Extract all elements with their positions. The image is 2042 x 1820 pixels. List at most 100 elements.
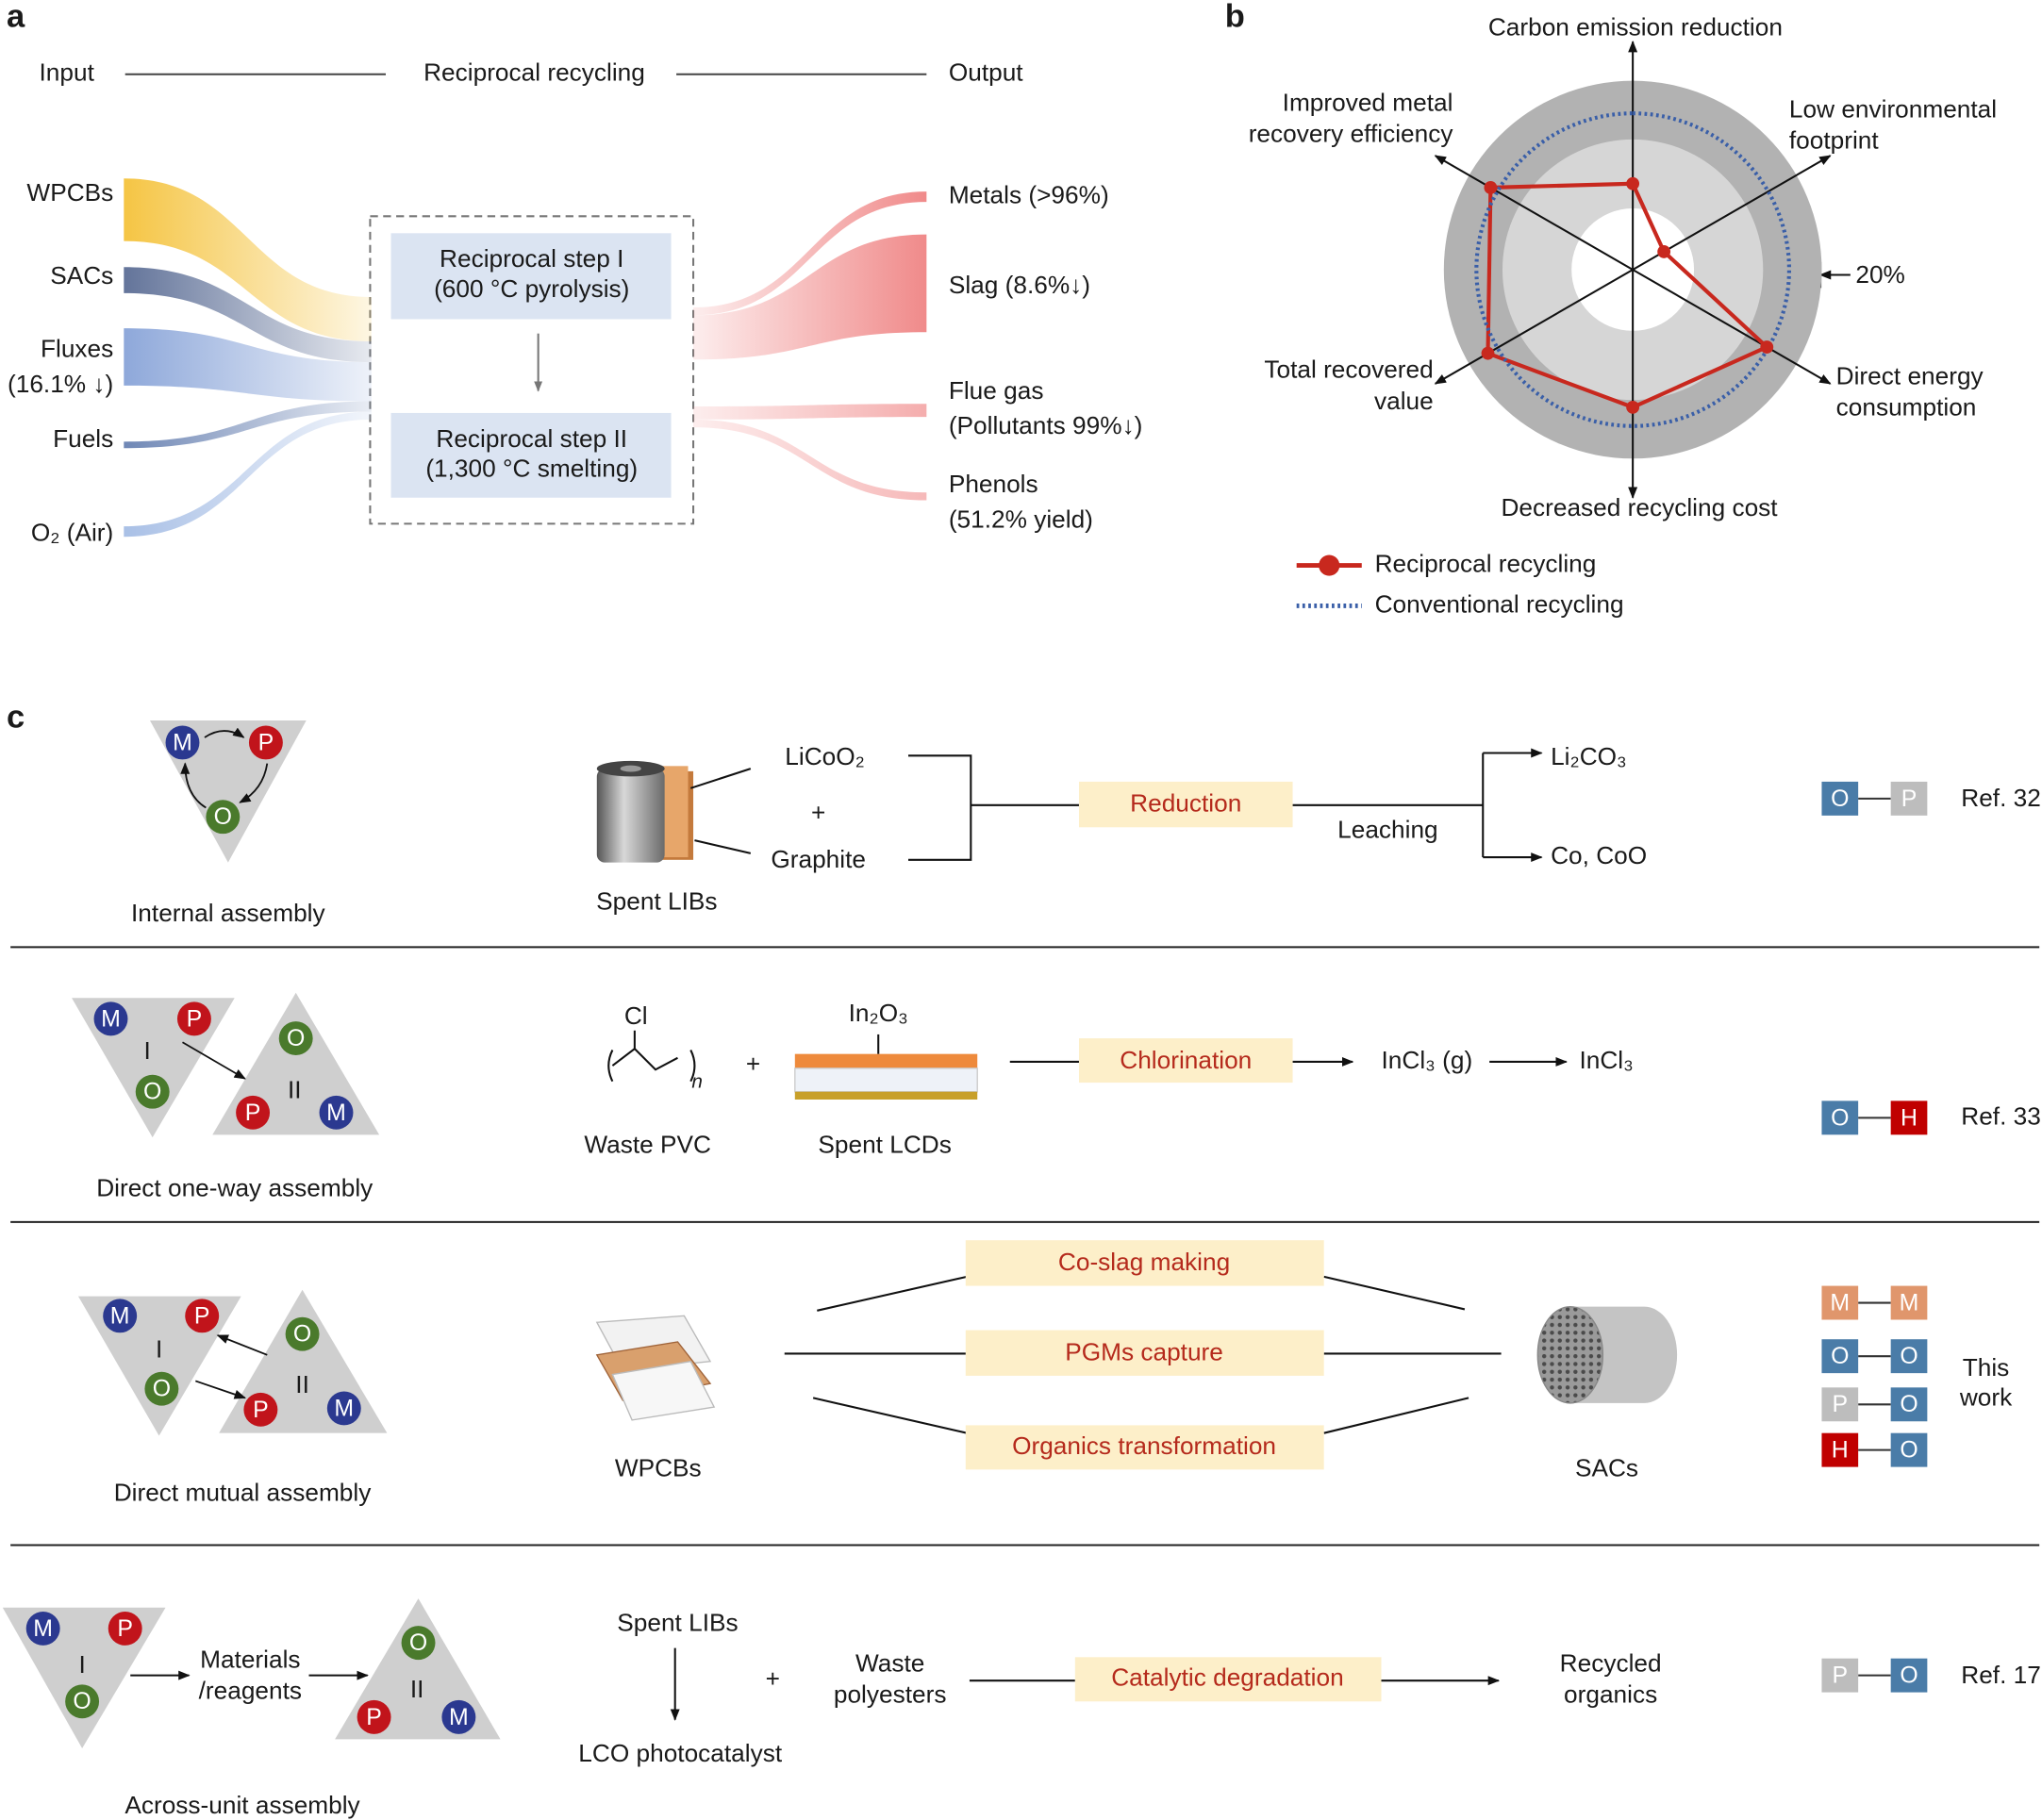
- unit-letter: M: [33, 1615, 53, 1642]
- unit-numeral: II: [295, 1370, 309, 1398]
- unit-circle: [135, 1074, 170, 1109]
- unit-letter: P: [258, 729, 274, 755]
- legend-label: Reciprocal recycling: [1375, 550, 1597, 578]
- unit-circle: [108, 1611, 142, 1646]
- point: [1626, 400, 1640, 414]
- badge: [1821, 1387, 1859, 1422]
- reference: This: [1963, 1353, 2010, 1382]
- axis-label: Improved metal: [1283, 88, 1453, 116]
- unit-circle: [326, 1391, 361, 1426]
- label: WPCBs: [615, 1453, 702, 1481]
- axis: [1632, 269, 1832, 385]
- unit-letter: P: [187, 1005, 203, 1032]
- assembly-arrow: [204, 727, 245, 738]
- badge-letter: H: [1901, 1104, 1917, 1131]
- badge: [1890, 1658, 1928, 1693]
- badge: [1890, 1432, 1928, 1467]
- badge: [1821, 1100, 1859, 1135]
- output-label: Flue gas: [949, 376, 1044, 405]
- label: Li₂CO₃: [1551, 742, 1627, 770]
- step-label: Reciprocal step I: [440, 244, 623, 273]
- flow: [124, 178, 372, 341]
- label: Waste: [855, 1649, 924, 1678]
- label: LiCoO₂: [785, 742, 865, 770]
- process-label: Chlorination: [1120, 1046, 1252, 1074]
- badge-letter: H: [1832, 1437, 1849, 1464]
- unit-numeral: II: [410, 1675, 424, 1703]
- unit-circle: [319, 1095, 354, 1130]
- unit-circle: [206, 800, 241, 835]
- label: InCl₃: [1579, 1046, 1633, 1074]
- unit-letter: P: [117, 1615, 133, 1642]
- badge: [1890, 1285, 1928, 1320]
- badge-letter: O: [1831, 786, 1849, 812]
- input-label: O₂ (Air): [31, 518, 113, 546]
- process-box: [965, 1425, 1324, 1470]
- label: organics: [1564, 1680, 1657, 1709]
- assembly-label: Direct one-way assembly: [96, 1173, 374, 1201]
- flow: [693, 404, 927, 420]
- unit-letter: M: [173, 729, 192, 755]
- unit-numeral: II: [288, 1076, 302, 1104]
- unit-letter: O: [287, 1025, 305, 1051]
- unit-letter: O: [409, 1630, 427, 1656]
- process-box: [1078, 1038, 1293, 1084]
- label: /reagents: [199, 1677, 302, 1705]
- badge-letter: P: [1832, 1391, 1848, 1417]
- unit-circle: [185, 1299, 220, 1333]
- unit-circle: [144, 1371, 179, 1406]
- axis: [1434, 155, 1634, 271]
- sac-icon: [1536, 1305, 1678, 1404]
- connectors: [784, 1275, 1502, 1434]
- label: InCl₃ (g): [1381, 1046, 1472, 1074]
- unit-letter: M: [326, 1100, 346, 1126]
- step-label: (600 °C pyrolysis): [434, 274, 629, 303]
- badge-letter: O: [1900, 1343, 1917, 1369]
- assembly-label: Direct mutual assembly: [114, 1479, 373, 1507]
- panel-label: c: [7, 700, 25, 736]
- point: [1484, 181, 1498, 194]
- flow: [124, 401, 372, 449]
- assembly-arrow: [239, 763, 269, 803]
- unit-letter: P: [253, 1397, 269, 1423]
- unit-numeral: I: [144, 1036, 151, 1065]
- label: Spent LIBs: [617, 1609, 738, 1637]
- unit-numeral: I: [156, 1335, 162, 1364]
- axis: [1434, 269, 1634, 385]
- unit-letter: P: [194, 1302, 210, 1329]
- unit-letter: M: [334, 1395, 354, 1421]
- input-label: Fluxes: [41, 335, 113, 363]
- step-label: (1,300 °C smelting): [425, 455, 638, 483]
- assembly-arrow: [180, 762, 207, 809]
- label: polyesters: [834, 1680, 947, 1709]
- row-separators: [10, 946, 2040, 1547]
- flow: [124, 328, 372, 402]
- step-label: Reciprocal step II: [436, 424, 627, 453]
- panel-label: b: [1225, 0, 1245, 34]
- process-label: Organics transformation: [1012, 1431, 1276, 1460]
- wpcb-icon: [595, 1315, 716, 1421]
- process-box: [1074, 1657, 1382, 1702]
- unit-letter: O: [153, 1376, 171, 1402]
- connectors: [689, 748, 1543, 863]
- legend-label: Conventional recycling: [1375, 589, 1624, 618]
- reference: Ref. 17: [1961, 1661, 2041, 1689]
- badge: [1821, 1432, 1859, 1467]
- output-label: Phenols: [949, 470, 1038, 498]
- badge: [1890, 1387, 1928, 1422]
- unit-circle: [401, 1626, 436, 1661]
- unit-circle: [441, 1699, 476, 1734]
- flow: [124, 411, 372, 538]
- flow: [124, 267, 372, 363]
- axis-label: value: [1374, 387, 1434, 415]
- header: Reciprocal recycling: [423, 58, 645, 87]
- label: Materials: [200, 1645, 300, 1673]
- unit-letter: P: [245, 1100, 261, 1126]
- flow: [693, 191, 927, 316]
- pvc-structure: [607, 1030, 696, 1083]
- badge-letter: O: [1900, 1663, 1917, 1689]
- unit-letter: O: [214, 803, 232, 830]
- process-box: [965, 1240, 1324, 1286]
- label: SACs: [1575, 1453, 1638, 1481]
- output-label: (Pollutants 99%↓): [949, 411, 1143, 439]
